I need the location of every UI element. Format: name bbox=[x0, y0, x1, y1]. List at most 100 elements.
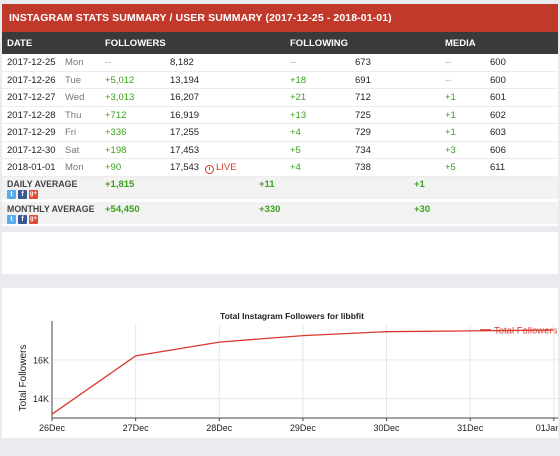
row-following-change: +5 bbox=[290, 144, 301, 156]
monthly-average-media: +30 bbox=[414, 203, 431, 215]
row-day: Sat bbox=[65, 144, 80, 156]
daily-average-row: DAILY AVERAGE +1,815 +11 +1 t f g+ bbox=[2, 176, 558, 199]
blank-panel bbox=[2, 232, 558, 274]
google-plus-icon[interactable]: g+ bbox=[29, 214, 38, 224]
row-followers: 17,543 bbox=[170, 162, 200, 173]
row-followers-change: +712 bbox=[105, 109, 127, 121]
row-following: 725 bbox=[355, 109, 371, 121]
row-following: 673 bbox=[355, 57, 371, 68]
row-followers-change: +198 bbox=[105, 144, 127, 156]
daily-average-label: DAILY AVERAGE bbox=[7, 178, 78, 189]
table-row: 2018-01-01 Mon +90 17,543 LIVE +4 738 +5… bbox=[2, 159, 558, 177]
table-row: 2017-12-27 Wed +3,013 16,207 +21 712 +1 … bbox=[2, 89, 558, 107]
facebook-icon[interactable]: f bbox=[18, 189, 27, 199]
row-followers-change: +90 bbox=[105, 162, 122, 173]
row-media: 602 bbox=[490, 109, 506, 121]
x-tick-label: 26Dec bbox=[39, 423, 66, 433]
row-media-change: -- bbox=[445, 57, 452, 68]
row-media-change: -- bbox=[445, 74, 452, 86]
daily-average-media: +1 bbox=[414, 178, 425, 190]
header-following: FOLLOWING bbox=[290, 38, 349, 49]
row-followers: 17,453 bbox=[170, 144, 200, 156]
row-day: Mon bbox=[65, 57, 84, 68]
row-followers-change: +5,012 bbox=[105, 74, 135, 86]
row-following: 734 bbox=[355, 144, 371, 156]
row-following: 712 bbox=[355, 92, 371, 103]
google-plus-icon[interactable]: g+ bbox=[29, 189, 38, 199]
row-date: 2017-12-25 bbox=[7, 57, 56, 68]
monthly-average-label: MONTHLY AVERAGE bbox=[7, 203, 95, 214]
row-following-change: +21 bbox=[290, 92, 307, 103]
row-media: 600 bbox=[490, 74, 506, 86]
row-following: 691 bbox=[355, 74, 371, 86]
x-tick-label: 27Dec bbox=[123, 423, 150, 433]
chart-title: Total Instagram Followers for libbfit bbox=[220, 311, 364, 321]
row-following: 729 bbox=[355, 127, 371, 138]
twitter-icon[interactable]: t bbox=[7, 189, 16, 199]
daily-average-followers: +1,815 bbox=[105, 178, 135, 190]
x-tick-label: 01Jan bbox=[536, 423, 558, 433]
chart-legend: Total Followers bbox=[480, 326, 558, 337]
row-date: 2017-12-27 bbox=[7, 92, 56, 103]
twitter-icon[interactable]: t bbox=[7, 214, 16, 224]
facebook-icon[interactable]: f bbox=[18, 214, 27, 224]
y-axis-label: Total Followers bbox=[18, 345, 29, 412]
row-media-change: +5 bbox=[445, 162, 456, 173]
row-followers: 13,194 bbox=[170, 74, 200, 86]
row-followers: 17,255 bbox=[170, 127, 200, 138]
monthly-average-row: MONTHLY AVERAGE +54,450 +330 +30 t f g+ bbox=[2, 201, 558, 224]
row-followers: 16,919 bbox=[170, 109, 200, 121]
monthly-average-followers: +54,450 bbox=[105, 203, 140, 215]
header-media: MEDIA bbox=[445, 38, 476, 49]
row-media-change: +1 bbox=[445, 92, 456, 103]
row-media: 601 bbox=[490, 92, 506, 103]
row-date: 2018-01-01 bbox=[7, 162, 56, 173]
row-following-change: +4 bbox=[290, 127, 301, 138]
row-date: 2017-12-26 bbox=[7, 74, 56, 86]
legend-label: Total Followers bbox=[494, 326, 558, 337]
row-followers: 16,207 bbox=[170, 92, 200, 103]
row-media-change: +1 bbox=[445, 127, 456, 138]
series-line-total-followers bbox=[51, 329, 554, 415]
row-following: 738 bbox=[355, 162, 371, 173]
summary-table-header: DATE FOLLOWERS FOLLOWING MEDIA bbox=[2, 32, 558, 54]
row-following-change: -- bbox=[290, 57, 297, 68]
clock-icon bbox=[205, 165, 214, 174]
row-media: 600 bbox=[490, 57, 506, 68]
row-following-change: +13 bbox=[290, 109, 307, 121]
table-row: 2017-12-30 Sat +198 17,453 +5 734 +3 606 bbox=[2, 142, 558, 159]
row-media: 603 bbox=[490, 127, 506, 138]
summary-title: INSTAGRAM STATS SUMMARY / USER SUMMARY (… bbox=[2, 4, 558, 32]
y-tick-label: 14K bbox=[33, 394, 49, 404]
row-date: 2017-12-29 bbox=[7, 127, 56, 138]
x-tick-label: 31Dec bbox=[457, 423, 484, 433]
followers-chart: Total Instagram Followers for libbfit To… bbox=[18, 311, 560, 433]
table-row: 2017-12-29 Fri +336 17,255 +4 729 +1 603 bbox=[2, 124, 558, 142]
share-icons: t f g+ bbox=[7, 189, 38, 199]
table-row: 2017-12-28 Thu +712 16,919 +13 725 +1 60… bbox=[2, 107, 558, 124]
table-row: 2017-12-26 Tue +5,012 13,194 +18 691 -- … bbox=[2, 72, 558, 89]
x-tick-label: 30Dec bbox=[374, 423, 401, 433]
row-media: 611 bbox=[490, 162, 506, 173]
row-day: Thu bbox=[65, 109, 82, 121]
row-day: Mon bbox=[65, 162, 84, 173]
row-media-change: +3 bbox=[445, 144, 456, 156]
table-row: 2017-12-25 Mon -- 8,182 -- 673 -- 600 bbox=[2, 54, 558, 72]
x-tick-label: 28Dec bbox=[206, 423, 233, 433]
row-followers-change: +3,013 bbox=[105, 92, 135, 103]
row-followers-change: +336 bbox=[105, 127, 127, 138]
row-followers: 8,182 bbox=[170, 57, 194, 68]
daily-average-following: +11 bbox=[259, 178, 275, 190]
row-media: 606 bbox=[490, 144, 506, 156]
live-label: LIVE bbox=[216, 162, 237, 173]
live-badge: LIVE bbox=[205, 162, 237, 174]
row-media-change: +1 bbox=[445, 109, 456, 121]
y-tick-label: 16K bbox=[33, 355, 49, 365]
share-icons: t f g+ bbox=[7, 214, 38, 224]
monthly-average-following: +330 bbox=[259, 203, 281, 215]
header-followers: FOLLOWERS bbox=[105, 38, 166, 49]
row-date: 2017-12-30 bbox=[7, 144, 56, 156]
row-day: Tue bbox=[65, 74, 82, 86]
stats-summary-card: INSTAGRAM STATS SUMMARY / USER SUMMARY (… bbox=[2, 4, 558, 226]
followers-chart-card: Total Instagram Followers for libbfit To… bbox=[2, 288, 560, 438]
